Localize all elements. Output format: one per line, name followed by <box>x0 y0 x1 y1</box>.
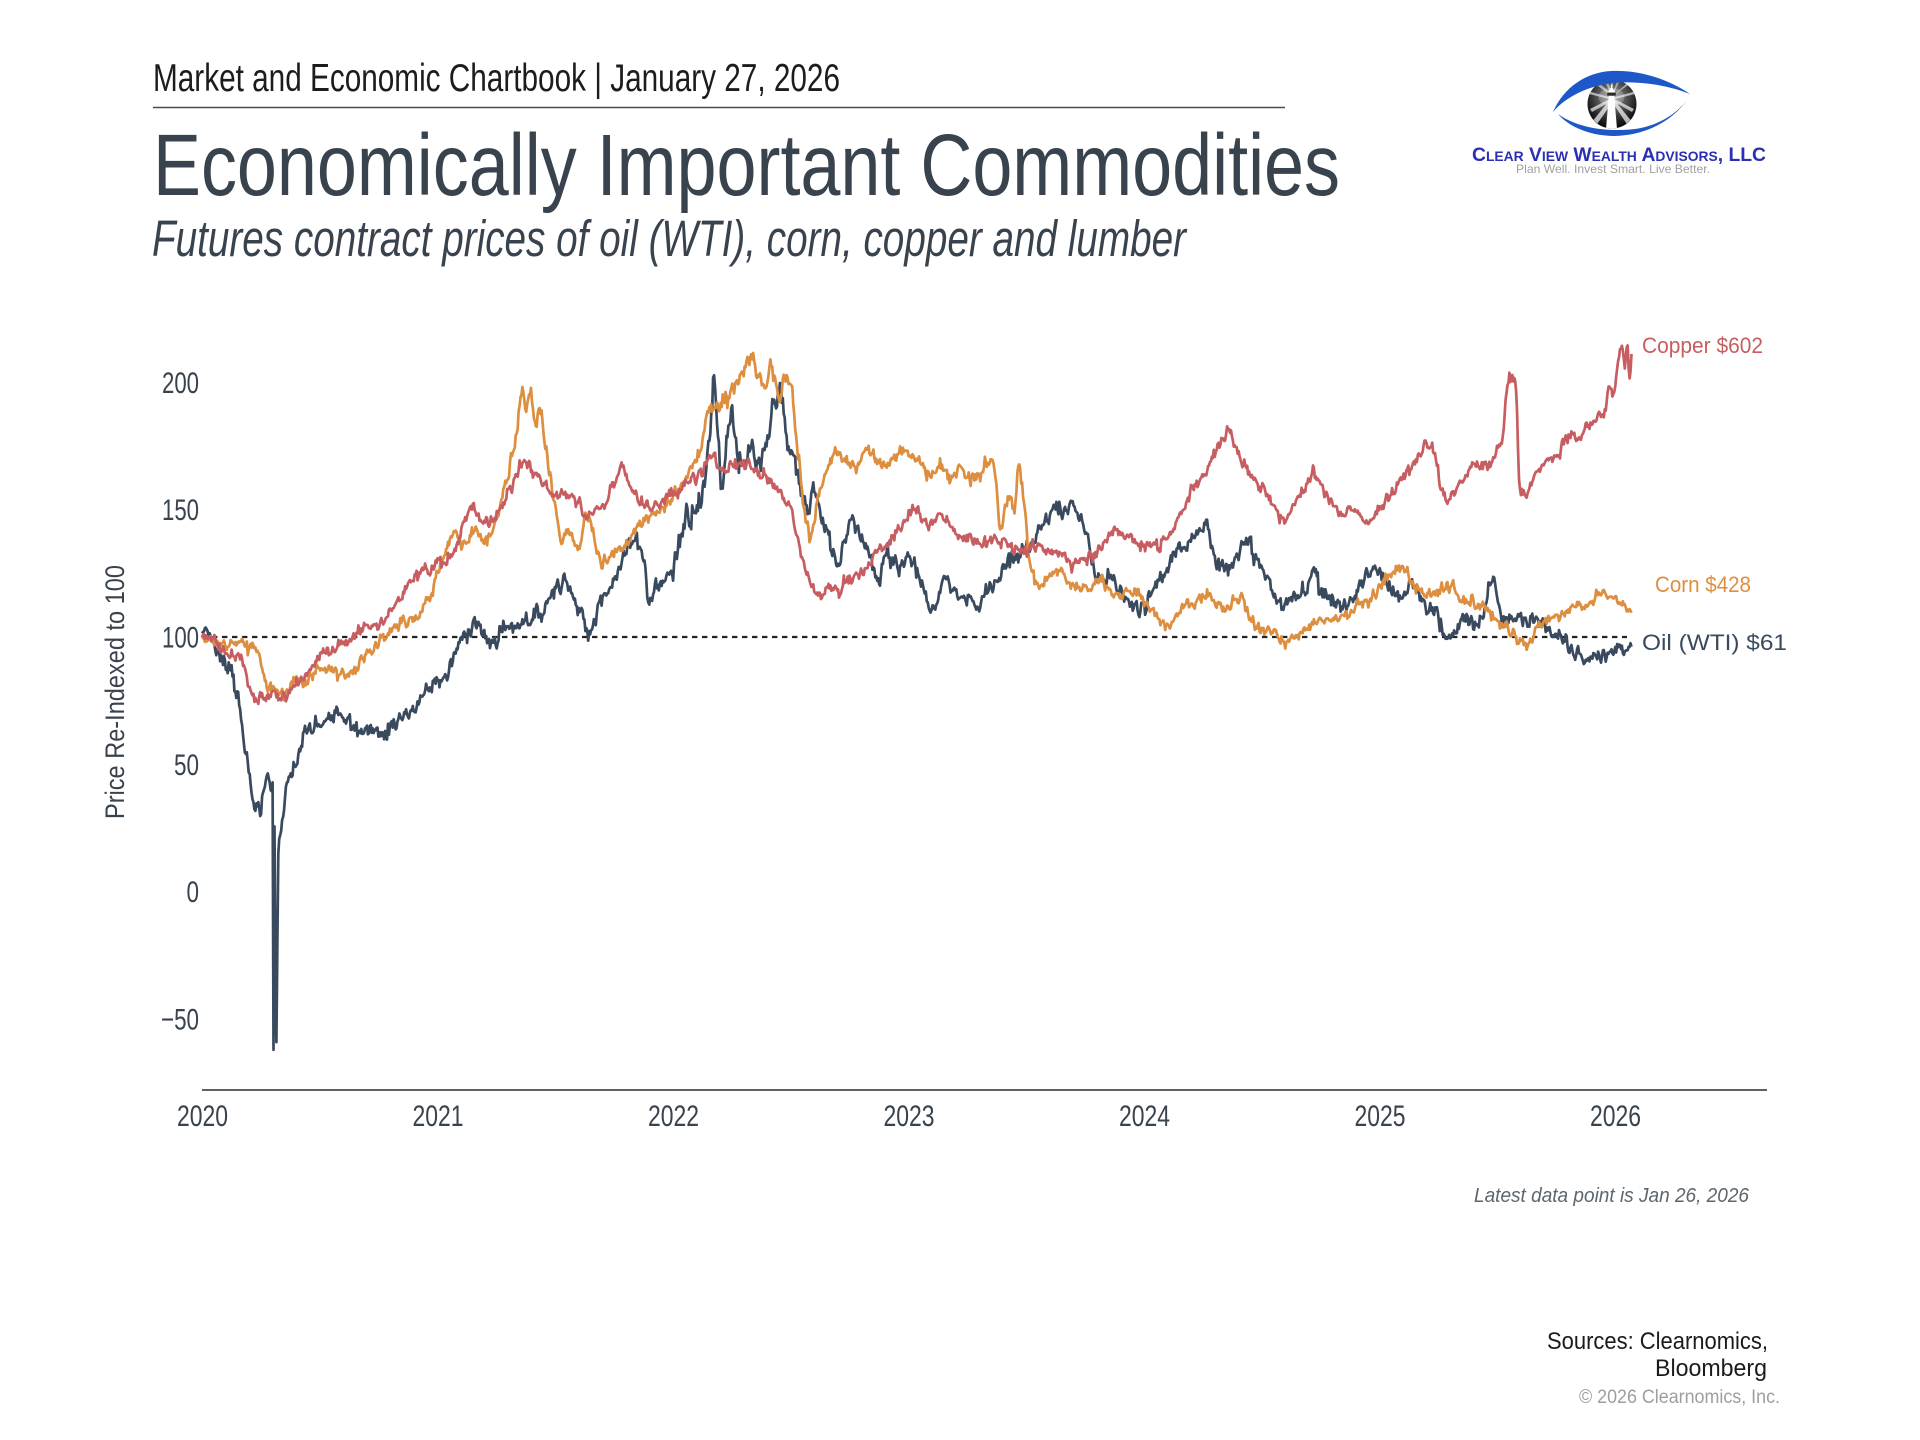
svg-text:2021: 2021 <box>413 1100 464 1133</box>
svg-text:Sources: Clearnomics,: Sources: Clearnomics, <box>1547 1328 1768 1355</box>
svg-text:Price Re-Indexed to 100: Price Re-Indexed to 100 <box>100 565 130 819</box>
svg-text:Clear View Wealth Advisors, LL: Clear View Wealth Advisors, LLC <box>1472 144 1766 166</box>
svg-text:−50: −50 <box>161 1004 199 1037</box>
svg-text:2020: 2020 <box>177 1100 228 1133</box>
svg-text:2026: 2026 <box>1590 1100 1641 1133</box>
svg-text:50: 50 <box>174 749 199 782</box>
svg-text:2022: 2022 <box>648 1100 699 1133</box>
svg-text:Plan Well. Invest Smart. Live: Plan Well. Invest Smart. Live Better. <box>1516 162 1710 176</box>
svg-text:2025: 2025 <box>1355 1100 1406 1133</box>
svg-text:0: 0 <box>187 876 200 909</box>
svg-text:200: 200 <box>162 367 199 400</box>
svg-text:Corn $428: Corn $428 <box>1655 572 1751 597</box>
svg-text:2023: 2023 <box>884 1100 935 1133</box>
svg-text:Latest data point is Jan 26, 2: Latest data point is Jan 26, 2026 <box>1474 1185 1750 1207</box>
svg-text:Bloomberg: Bloomberg <box>1655 1355 1767 1382</box>
svg-text:Market and Economic Chartbook: Market and Economic Chartbook | January … <box>153 57 840 100</box>
svg-text:Oil (WTI) $61: Oil (WTI) $61 <box>1642 630 1787 655</box>
svg-text:150: 150 <box>162 494 199 527</box>
svg-text:Futures contract prices of oil: Futures contract prices of oil (WTI), co… <box>152 210 1188 267</box>
svg-text:2024: 2024 <box>1119 1100 1170 1133</box>
svg-text:© 2026 Clearnomics, Inc.: © 2026 Clearnomics, Inc. <box>1579 1387 1780 1408</box>
svg-text:Economically Important Commodi: Economically Important Commodities <box>153 117 1340 214</box>
svg-text:Copper $602: Copper $602 <box>1642 333 1763 358</box>
svg-text:100: 100 <box>162 622 199 655</box>
